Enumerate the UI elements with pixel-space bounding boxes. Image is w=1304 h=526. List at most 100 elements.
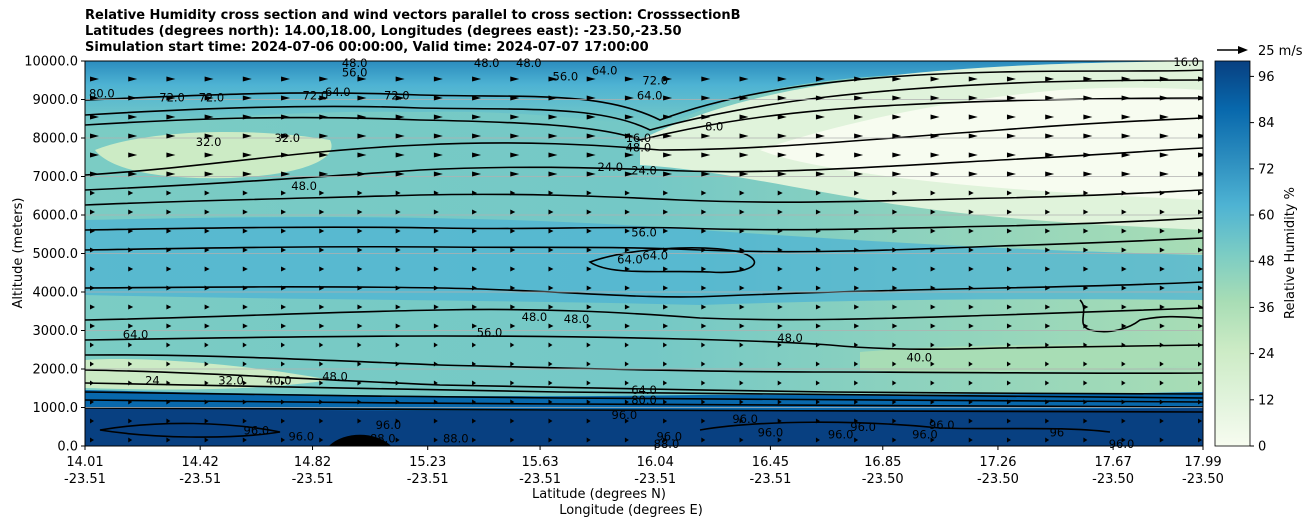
wind-vector — [930, 209, 936, 215]
wind-vector — [204, 437, 209, 443]
wind-vector — [510, 361, 515, 367]
wind-vector — [1045, 304, 1051, 310]
wind-vector — [395, 361, 400, 367]
wind-vector — [319, 380, 324, 386]
wind-vector — [1121, 342, 1126, 348]
wind-vector — [90, 399, 94, 405]
wind-vector — [90, 76, 99, 82]
wind-vector — [204, 95, 214, 101]
wind-vector — [930, 304, 936, 310]
wind-vector — [854, 152, 864, 158]
wind-vector — [281, 114, 291, 120]
wind-vector — [357, 228, 363, 234]
wind-vector — [90, 190, 95, 196]
wind-vector — [854, 247, 860, 253]
contour-line — [85, 79, 1203, 131]
wind-vector — [395, 418, 400, 424]
wind-vector — [1159, 190, 1165, 196]
wind-vector — [433, 152, 443, 158]
wind-vector — [472, 304, 478, 310]
wind-vector — [1121, 95, 1131, 101]
wind-vector — [281, 209, 287, 215]
x-tick-label-lat: 16.04 — [637, 455, 674, 470]
wind-vector — [777, 190, 783, 196]
wind-vector — [1083, 209, 1089, 215]
wind-vector — [472, 133, 482, 139]
wind-vector — [395, 152, 405, 158]
contour-label: 64.0 — [631, 383, 657, 397]
wind-vector — [1198, 361, 1202, 367]
wind-vector — [739, 247, 745, 253]
wind-vector — [1083, 76, 1093, 82]
wind-vector — [1045, 152, 1055, 158]
wind-vector — [548, 171, 558, 177]
wind-vector — [357, 95, 367, 101]
wind-vector — [510, 171, 520, 177]
wind-vector — [968, 437, 973, 443]
wind-vector — [854, 304, 860, 310]
wind-vector — [319, 285, 325, 291]
wind-vector — [663, 76, 673, 82]
y-tick-label: 3000.0 — [33, 324, 79, 339]
wind-vector — [548, 437, 553, 443]
wind-vector — [624, 285, 630, 291]
wind-vector — [1198, 95, 1203, 101]
wind-vectors — [90, 76, 1203, 443]
wind-vector — [357, 323, 363, 329]
wind-vector — [472, 95, 482, 101]
x-axis-label-longitude: Longitude (degrees E) — [559, 503, 703, 518]
wind-vector — [701, 304, 707, 310]
wind-vector — [1198, 323, 1203, 329]
wind-vector — [166, 285, 172, 291]
wind-vector — [395, 209, 401, 215]
wind-vector — [701, 114, 711, 120]
wind-vector — [815, 133, 825, 139]
wind-vector — [1083, 266, 1089, 272]
contour-line — [699, 421, 1111, 433]
wind-vector — [472, 399, 477, 405]
wind-vector — [433, 209, 439, 215]
wind-vector — [204, 285, 210, 291]
wind-vector — [624, 304, 630, 310]
wind-vector — [1045, 285, 1051, 291]
wind-vector — [357, 247, 363, 253]
x-tick-label-lon: -23.50 — [977, 472, 1019, 487]
wind-vector — [968, 171, 978, 177]
wind-vector — [586, 209, 592, 215]
wind-vector — [1006, 342, 1011, 348]
wind-vector — [128, 133, 138, 139]
wind-vector — [892, 304, 898, 310]
wind-vector — [1045, 247, 1051, 253]
wind-vector — [815, 247, 821, 253]
wind-vector — [663, 209, 669, 215]
wind-vector — [1006, 399, 1011, 405]
wind-vector — [128, 114, 138, 120]
wind-vector — [624, 209, 630, 215]
wind-vector — [128, 152, 138, 158]
wind-vector — [854, 95, 864, 101]
wind-vector — [586, 342, 591, 348]
contour-label: 48.0 — [516, 56, 542, 70]
wind-vector — [433, 76, 443, 82]
wind-vector — [472, 76, 482, 82]
wind-vector — [128, 342, 133, 348]
wind-vector — [1159, 399, 1164, 405]
wind-vector — [1121, 361, 1126, 367]
wind-vector — [433, 95, 443, 101]
wind-vector — [1121, 171, 1131, 177]
contour-labels: 80.0 72.0 72.032.0 32.048.072.048.056.064.0… — [89, 55, 1199, 451]
x-tick-label-lat: 16.85 — [864, 455, 901, 470]
contour-label: 32.0 — [196, 135, 222, 149]
wind-vector — [472, 247, 478, 253]
wind-vector — [1006, 323, 1012, 329]
wind-vector — [892, 399, 897, 405]
wind-vector — [968, 228, 974, 234]
wind-vector — [1006, 228, 1012, 234]
wind-vector — [739, 76, 749, 82]
wind-vector — [395, 95, 405, 101]
wind-vector — [319, 361, 324, 367]
contour-label: 16.0 — [1173, 55, 1199, 69]
wind-vector — [204, 76, 214, 82]
wind-vector — [701, 399, 706, 405]
y-tick-label: 1000.0 — [33, 401, 79, 416]
